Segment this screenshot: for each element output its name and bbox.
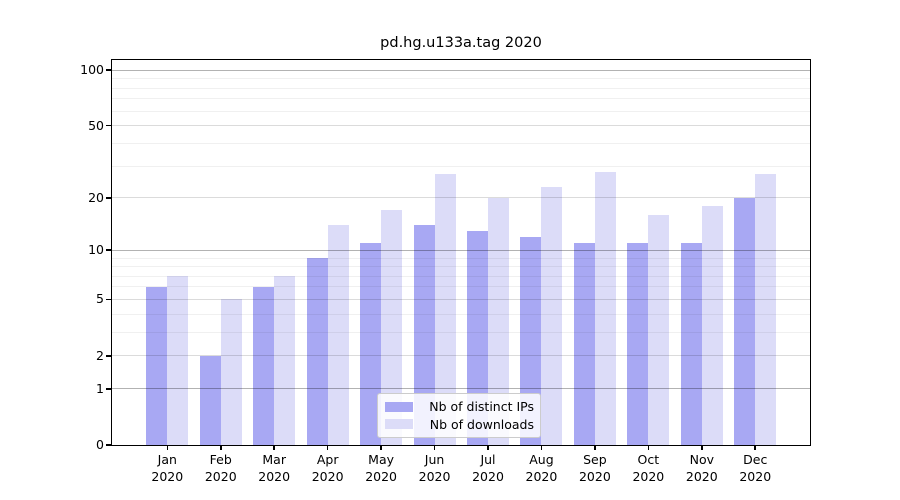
- bar-downloads-nov: [701, 205, 723, 445]
- legend-label-downloads: Nb of downloads: [429, 416, 534, 432]
- gridline-90: [112, 78, 810, 80]
- x-axis-tick-jul: [487, 445, 489, 450]
- y-axis-tick-5: [106, 298, 112, 301]
- legend-swatch-downloads-icon: [385, 419, 413, 430]
- x-axis-label-oct: Oct 2020: [632, 452, 665, 484]
- bar-distinct-ips-feb: [199, 355, 221, 445]
- legend-label-distinct-ips: Nb of distinct IPs: [429, 399, 534, 415]
- legend: Nb of distinct IPs Nb of downloads: [377, 393, 541, 438]
- bar-distinct-ips-jul: [467, 230, 488, 445]
- gridline-60: [112, 110, 810, 112]
- x-axis-label-aug: Aug 2020: [525, 452, 558, 484]
- y-axis-label-0: 0: [96, 437, 104, 452]
- y-axis-tick-10: [106, 249, 112, 252]
- x-axis-tick-jun: [433, 445, 436, 450]
- gridline-1: [112, 388, 810, 390]
- legend-swatch-distinct-ips-icon: [385, 401, 413, 412]
- y-axis-tick-100: [106, 69, 112, 71]
- gridline-2: [112, 355, 810, 357]
- x-axis-tick-may: [380, 445, 382, 450]
- bar-downloads-dec: [755, 174, 777, 445]
- x-axis-label-may: May 2020: [365, 452, 397, 484]
- bar-distinct-ips-nov: [680, 243, 702, 445]
- y-axis-tick-1: [106, 387, 112, 390]
- bar-distinct-ips-dec: [734, 197, 756, 445]
- gridline-7: [112, 275, 810, 277]
- bar-downloads-sep: [594, 171, 616, 445]
- legend-row-distinct-ips: Nb of distinct IPs: [385, 399, 534, 414]
- bar-downloads-jan: [167, 276, 189, 445]
- legend-row-downloads: Nb of downloads: [385, 417, 534, 432]
- gridline-6: [112, 286, 810, 288]
- x-axis-tick-feb: [219, 445, 222, 450]
- x-axis-tick-nov: [701, 445, 703, 450]
- y-axis-tick-50: [106, 124, 112, 127]
- x-axis-tick-aug: [540, 445, 543, 450]
- y-axis-label-5: 5: [96, 291, 104, 307]
- bar-downloads-aug: [541, 186, 563, 445]
- y-axis-tick-2: [106, 354, 112, 357]
- x-axis-tick-mar: [273, 445, 275, 450]
- gridline-40: [112, 142, 810, 144]
- x-axis-label-apr: Apr 2020: [311, 452, 344, 484]
- x-axis-label-nov: Nov 2020: [685, 452, 718, 484]
- bar-distinct-ips-mar: [253, 286, 275, 445]
- y-axis-label-50: 50: [88, 117, 104, 133]
- gridline-100: [112, 69, 810, 71]
- gridline-20: [112, 197, 810, 199]
- x-axis-tick-oct: [647, 445, 650, 450]
- x-axis-label-sep: Sep 2020: [578, 452, 611, 484]
- x-axis-tick-dec: [754, 445, 757, 450]
- bar-distinct-ips-jan: [146, 286, 168, 445]
- x-axis-label-jul: Jul 2020: [472, 452, 504, 484]
- x-axis-label-feb: Feb 2020: [204, 452, 237, 484]
- gridline-4: [112, 313, 810, 315]
- y-axis-tick-0: [106, 444, 112, 446]
- bar-downloads-jun: [434, 174, 456, 445]
- bar-downloads-may: [381, 210, 403, 445]
- gridline-70: [112, 98, 810, 100]
- y-axis-tick-20: [106, 196, 112, 199]
- gridline-10: [112, 249, 810, 251]
- bar-distinct-ips-oct: [627, 243, 649, 445]
- gridline-8: [112, 266, 810, 268]
- y-axis-label-100: 100: [80, 62, 104, 78]
- bar-downloads-feb: [220, 299, 242, 445]
- bar-distinct-ips-apr: [306, 258, 328, 445]
- bar-distinct-ips-may: [360, 243, 382, 445]
- gridline-30: [112, 165, 810, 167]
- bar-distinct-ips-sep: [573, 243, 595, 445]
- bar-downloads-mar: [274, 276, 296, 445]
- x-axis-label-dec: Dec 2020: [739, 452, 772, 484]
- bar-distinct-ips-jun: [413, 225, 435, 445]
- plot-area: Nb of distinct IPs Nb of downloads: [111, 59, 811, 446]
- y-axis-label-1: 1: [96, 380, 104, 396]
- chart-title: pd.hg.u133a.tag 2020: [380, 35, 542, 51]
- x-axis-tick-jan: [166, 445, 169, 450]
- gridline-5: [112, 298, 810, 300]
- x-axis-label-jan: Jan 2020: [151, 452, 184, 484]
- bar-downloads-jul: [488, 197, 509, 445]
- x-axis-label-mar: Mar 2020: [258, 452, 291, 484]
- y-axis-label-20: 20: [88, 189, 104, 205]
- y-axis-label-2: 2: [96, 347, 104, 363]
- x-axis-tick-sep: [594, 445, 596, 450]
- x-axis-label-jun: Jun 2020: [418, 452, 451, 484]
- bar-downloads-apr: [327, 225, 349, 445]
- gridline-50: [112, 125, 810, 127]
- gridline-9: [112, 257, 810, 259]
- gridline-80: [112, 87, 810, 89]
- gridline-3: [112, 331, 810, 333]
- bar-downloads-oct: [648, 214, 670, 445]
- y-axis-label-10: 10: [88, 242, 104, 258]
- x-axis-tick-apr: [326, 445, 329, 450]
- bar-distinct-ips-aug: [520, 236, 542, 445]
